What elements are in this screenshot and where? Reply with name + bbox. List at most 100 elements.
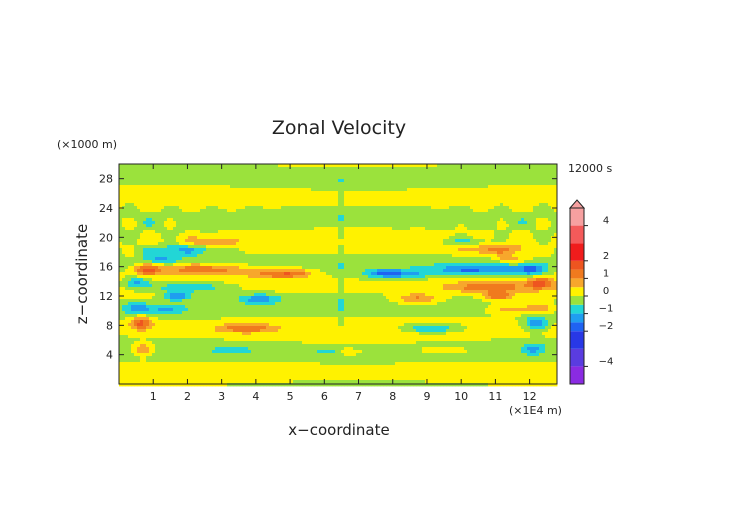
- field-cell: [128, 170, 132, 174]
- field-cell: [152, 173, 156, 177]
- field-cell: [401, 182, 405, 186]
- field-cell: [518, 242, 522, 246]
- field-cell: [197, 251, 201, 255]
- field-cell: [347, 230, 351, 234]
- field-cell: [416, 164, 420, 168]
- field-cell: [185, 194, 189, 198]
- field-cell: [245, 251, 249, 255]
- field-cell: [335, 176, 339, 180]
- field-cell: [455, 203, 459, 207]
- field-cell: [461, 245, 465, 249]
- field-cell: [524, 242, 528, 246]
- field-cell: [467, 236, 471, 240]
- field-cell: [500, 203, 504, 207]
- field-cell: [512, 221, 516, 225]
- field-cell: [503, 191, 507, 195]
- field-cell: [542, 251, 546, 255]
- field-cell: [317, 203, 321, 207]
- field-cell: [140, 188, 144, 192]
- field-cell: [440, 218, 444, 222]
- field-cell: [218, 203, 222, 207]
- field-cell: [341, 212, 345, 216]
- field-cell: [383, 251, 387, 255]
- field-cell: [500, 224, 504, 228]
- field-cell: [233, 167, 237, 171]
- field-cell: [383, 200, 387, 204]
- field-cell: [461, 203, 465, 207]
- field-cell: [167, 176, 171, 180]
- field-cell: [524, 227, 528, 231]
- field-cell: [401, 209, 405, 213]
- field-cell: [536, 242, 540, 246]
- field-cell: [176, 203, 180, 207]
- field-cell: [485, 242, 489, 246]
- field-cell: [239, 194, 243, 198]
- field-cell: [143, 266, 147, 270]
- field-cell: [281, 167, 285, 171]
- field-cell: [539, 185, 543, 189]
- field-cell: [368, 236, 372, 240]
- field-cell: [398, 248, 402, 252]
- field-cell: [269, 203, 273, 207]
- field-cell: [281, 239, 285, 243]
- field-cell: [527, 188, 531, 192]
- field-cell: [371, 197, 375, 201]
- field-cell: [497, 173, 501, 177]
- field-cell: [296, 170, 300, 174]
- field-cell: [551, 239, 555, 243]
- field-cell: [305, 251, 309, 255]
- field-cell: [311, 182, 315, 186]
- field-cell: [344, 182, 348, 186]
- field-cell: [227, 242, 231, 246]
- field-cell: [368, 173, 372, 177]
- field-cell: [131, 170, 135, 174]
- field-cell: [170, 251, 174, 255]
- field-cell: [200, 194, 204, 198]
- field-cell: [185, 164, 189, 168]
- field-cell: [317, 179, 321, 183]
- field-cell: [410, 164, 414, 168]
- field-cell: [275, 227, 279, 231]
- field-cell: [131, 167, 135, 171]
- field-cell: [416, 182, 420, 186]
- field-cell: [398, 170, 402, 174]
- field-cell: [284, 239, 288, 243]
- field-cell: [482, 212, 486, 216]
- field-cell: [440, 185, 444, 189]
- field-cell: [434, 233, 438, 237]
- field-cell: [266, 248, 270, 252]
- field-cell: [437, 188, 441, 192]
- field-cell: [446, 182, 450, 186]
- field-cell: [323, 224, 327, 228]
- field-cell: [260, 257, 264, 261]
- field-cell: [380, 254, 384, 258]
- field-cell: [350, 203, 354, 207]
- field-cell: [206, 227, 210, 231]
- field-cell: [224, 224, 228, 228]
- field-cell: [410, 176, 414, 180]
- field-cell: [389, 251, 393, 255]
- field-cell: [287, 233, 291, 237]
- field-cell: [383, 194, 387, 198]
- field-cell: [506, 227, 510, 231]
- field-cell: [539, 194, 543, 198]
- field-cell: [479, 251, 483, 255]
- field-cell: [134, 221, 138, 225]
- field-cell: [158, 209, 162, 213]
- field-cell: [293, 215, 297, 219]
- field-cell: [119, 197, 123, 201]
- field-cell: [329, 233, 333, 237]
- field-cell: [461, 218, 465, 222]
- field-cell: [410, 170, 414, 174]
- field-cell: [347, 215, 351, 219]
- field-cell: [326, 248, 330, 252]
- field-cell: [248, 176, 252, 180]
- field-cell: [182, 227, 186, 231]
- field-cell: [368, 167, 372, 171]
- field-cell: [470, 233, 474, 237]
- field-cell: [545, 230, 549, 234]
- field-cell: [212, 185, 216, 189]
- field-cell: [539, 233, 543, 237]
- field-cell: [515, 173, 519, 177]
- field-cell: [365, 236, 369, 240]
